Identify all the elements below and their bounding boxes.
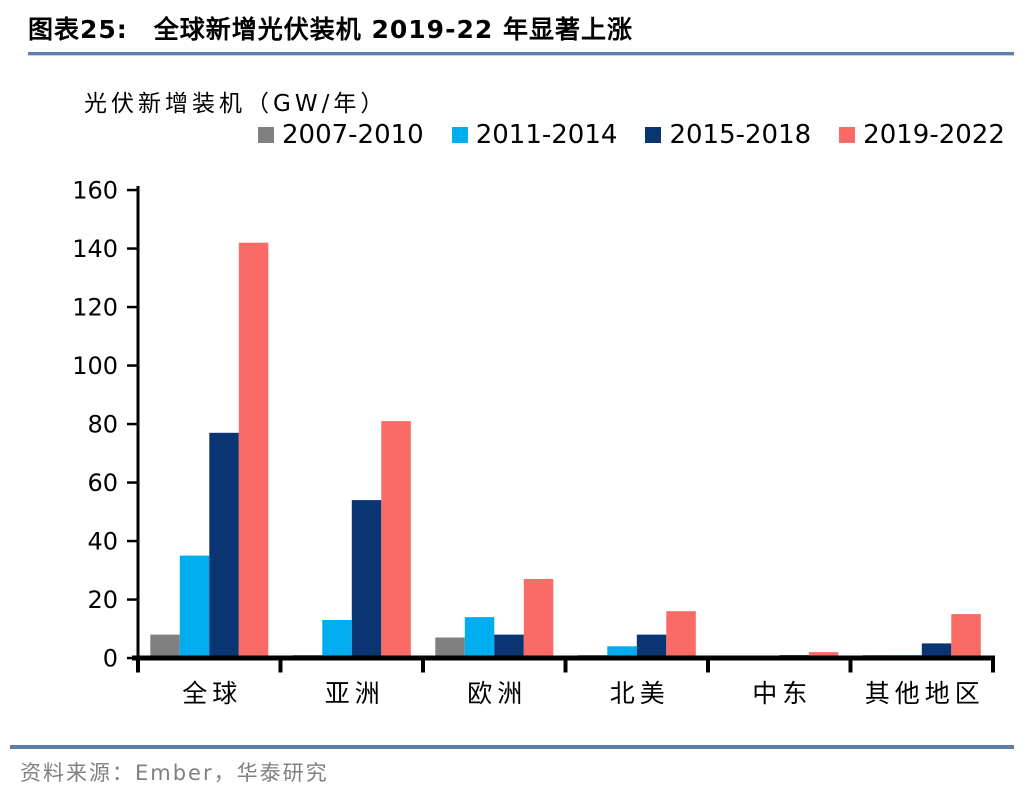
bar-北美-2011-2014: [607, 646, 637, 658]
source-note: 资料来源：Ember，华泰研究: [20, 761, 329, 785]
legend-label: 2011-2014: [475, 120, 618, 150]
x-axis-tick: [706, 660, 710, 673]
x-axis-tick: [136, 660, 140, 673]
bar-亚洲-2019-2022: [381, 421, 411, 658]
x-category-label: 其他地区: [865, 679, 985, 708]
legend-swatch-icon: [258, 127, 274, 143]
bar-chart: 0 20 40 60 80 100 120 140 160 全球 亚洲 欧洲 北美 中东 其他地区: [72, 177, 995, 708]
y-axis-tick: [127, 656, 138, 660]
y-axis-tick: [127, 364, 138, 367]
legend-item-2011-2014: 2011-2014: [451, 120, 618, 150]
x-category-label: 欧洲: [467, 679, 527, 708]
y-tick-label: 60: [87, 469, 118, 497]
bar-全球-2015-2018: [209, 432, 239, 658]
y-axis-tick: [127, 481, 138, 484]
bar-中东-2019-2022: [808, 652, 839, 658]
x-category-label: 亚洲: [325, 679, 385, 708]
x-axis-tick: [563, 660, 568, 673]
bar-亚洲-2011-2014: [322, 620, 352, 658]
legend-item-2019-2022: 2019-2022: [839, 120, 1005, 150]
legend-item-2007-2010: 2007-2010: [258, 120, 424, 150]
legend-swatch-icon: [645, 127, 662, 143]
y-tick-label: 0: [103, 645, 118, 673]
legend-label: 2007-2010: [282, 120, 424, 150]
bar-欧洲-2015-2018: [494, 634, 524, 658]
x-category-label: 全球: [182, 679, 242, 708]
x-axis-tick: [278, 660, 283, 673]
bar-北美-2015-2018: [636, 634, 667, 658]
bar-亚洲-2015-2018: [351, 500, 382, 658]
x-axis-line: [132, 655, 995, 661]
bar-其他地区-2019-2022: [951, 614, 981, 658]
x-axis-tick: [991, 660, 995, 673]
y-axis-tick: [127, 422, 138, 426]
legend-item-2015-2018: 2015-2018: [645, 120, 811, 150]
legend-label: 2019-2022: [863, 120, 1005, 150]
y-tick-label: 140: [72, 235, 118, 263]
chart-subtitle: 光伏新增装机（GW/年）: [84, 91, 388, 117]
title-divider: [28, 52, 1014, 56]
legend-label: 2015-2018: [669, 120, 812, 150]
chart-legend: 2007-2010 2011-2014 2015-2018 2019-2022: [258, 120, 1005, 150]
y-tick-label: 100: [72, 352, 118, 380]
x-category-label: 中东: [752, 679, 812, 708]
legend-swatch-icon: [451, 127, 468, 143]
bar-其他地区-2015-2018: [921, 643, 952, 658]
bar-北美-2019-2022: [666, 611, 696, 658]
y-axis-tick: [127, 188, 138, 192]
figure-title: 图表25: 全球新增光伏装机 2019-22 年显著上涨: [28, 10, 633, 46]
bar-全球-2019-2022: [238, 242, 269, 658]
figure-title-text: 全球新增光伏装机 2019-22 年显著上涨: [153, 15, 633, 44]
footer-divider: [10, 745, 1014, 749]
figure-title-prefix: 图表25:: [28, 15, 128, 44]
bar-欧洲-2011-2014: [464, 617, 495, 658]
bar-全球-2011-2014: [179, 555, 210, 658]
y-axis-tick: [127, 305, 138, 309]
bar-欧洲-2019-2022: [523, 579, 554, 658]
y-tick-label: 40: [87, 528, 118, 556]
y-axis-tick: [127, 539, 138, 543]
y-tick-label: 160: [72, 177, 118, 205]
x-category-label: 北美: [610, 679, 670, 708]
x-axis-tick: [848, 660, 853, 673]
legend-swatch-icon: [839, 127, 856, 143]
y-tick-label: 80: [87, 411, 118, 439]
y-tick-label: 20: [87, 586, 118, 614]
y-axis-tick: [127, 247, 138, 250]
y-tick-label: 120: [72, 294, 118, 322]
y-axis-tick: [127, 598, 138, 601]
x-axis-tick: [421, 660, 425, 673]
bar-全球-2007-2010: [150, 634, 180, 658]
bar-欧洲-2007-2010: [435, 637, 465, 658]
